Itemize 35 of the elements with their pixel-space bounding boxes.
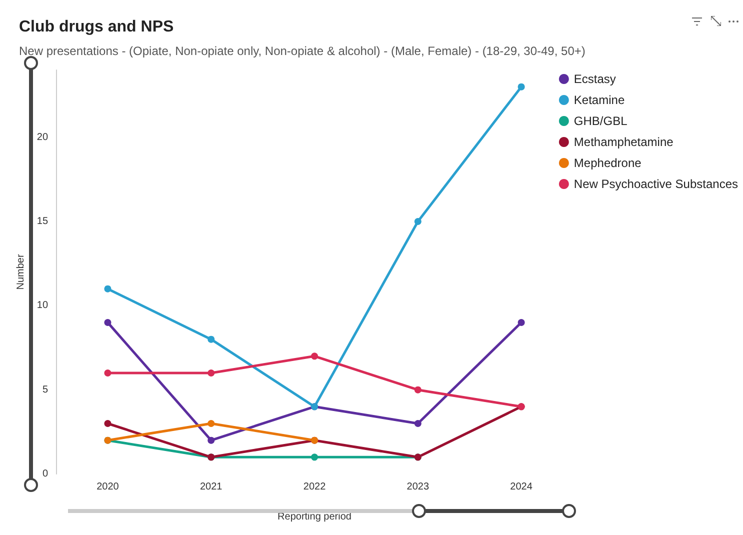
- point: [104, 420, 112, 427]
- legend-label: GHB/GBL: [574, 114, 628, 128]
- y-tick-label: 15: [36, 216, 48, 227]
- y-tick-label: 10: [36, 300, 48, 312]
- x-tick-label: 2020: [96, 482, 120, 492]
- point: [414, 386, 422, 394]
- x-tick-label: 2022: [303, 482, 326, 492]
- y-tick-label: 0: [42, 468, 48, 480]
- y-tick-label: 20: [36, 132, 48, 143]
- legend-label: Mephedrone: [574, 156, 642, 170]
- x-tick-label: 2021: [200, 482, 223, 492]
- legend-label: New Psychoactive Substances: [574, 177, 738, 191]
- legend-label: Methamphetamine: [574, 135, 674, 149]
- chart-title: Club drugs and NPS: [19, 18, 174, 36]
- point: [208, 420, 215, 427]
- point: [104, 370, 112, 376]
- point: [518, 319, 525, 326]
- legend-label: Ecstasy: [574, 72, 616, 86]
- y-axis-title: Number: [16, 254, 26, 290]
- point: [104, 319, 112, 326]
- point: [414, 420, 422, 427]
- point: [104, 285, 112, 292]
- y-tick-label: 5: [42, 384, 48, 396]
- point: [414, 218, 422, 225]
- chart-subtitle: New presentations - (Opiate, Non-opiate only, Non-opiate & alcohol) - (Male, Female) - (18-29, 30-49, 50+): [19, 44, 586, 58]
- point: [518, 83, 525, 90]
- point: [311, 352, 318, 360]
- point: [311, 454, 318, 461]
- x-axis-title: Reporting period: [278, 512, 352, 522]
- point: [208, 336, 215, 343]
- legend-label: Ketamine: [574, 93, 625, 107]
- point: [208, 436, 215, 444]
- x-tick-label: 2024: [510, 482, 533, 492]
- x-tick-label: 2023: [406, 482, 430, 492]
- point: [208, 370, 215, 376]
